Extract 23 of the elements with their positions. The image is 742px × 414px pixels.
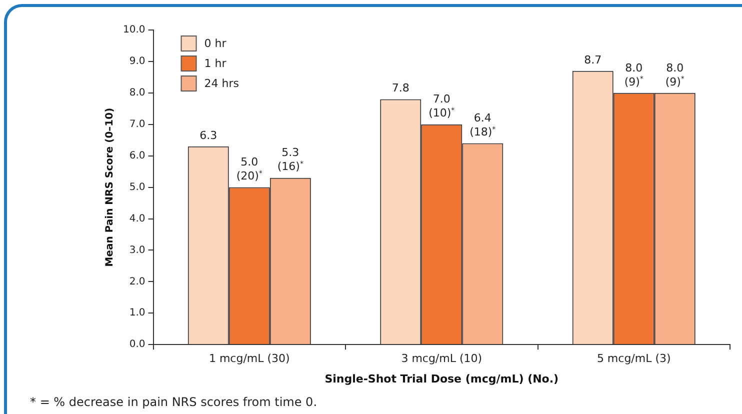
data-label: 6.3 <box>200 128 218 142</box>
y-tick-label: 7.0 <box>129 118 146 130</box>
text: * = % decrease in pain NRS scores from time 0. <box>30 395 318 409</box>
legend-label: 24 hrs <box>204 76 240 90</box>
y-tick-label: 0.0 <box>129 339 146 350</box>
y-tick-label: 10.0 <box>123 24 146 36</box>
data-label: 7.8 <box>392 82 410 95</box>
y-tick-label: 9.0 <box>129 56 146 68</box>
y-tick-label: 1.0 <box>129 308 146 319</box>
y-tick-label: 3.0 <box>129 244 146 256</box>
y-tick-label: 8.0 <box>129 88 146 99</box>
y-tick-label: 4.0 <box>129 213 146 224</box>
legend-label: 0 hr <box>204 36 227 50</box>
x-axis-title: Single-Shot Trial Dose (mcg/mL) (No.) <box>324 372 559 386</box>
y-axis-title: Mean Pain NRS Score (0–10) <box>104 108 116 267</box>
data-label: 8.7 <box>584 53 602 66</box>
x-tick-label: 5 mcg/mL (3) <box>596 352 671 366</box>
x-tick-label: 3 mcg/mL (10) <box>401 352 482 366</box>
y-tick-label: 6.0 <box>129 150 146 162</box>
y-tick-label: 2.0 <box>129 276 146 288</box>
legend-label: 1 hr <box>204 56 227 70</box>
y-tick-label: 5.0 <box>129 182 146 193</box>
x-tick-label: 1 mcg/mL (30) <box>208 352 290 366</box>
